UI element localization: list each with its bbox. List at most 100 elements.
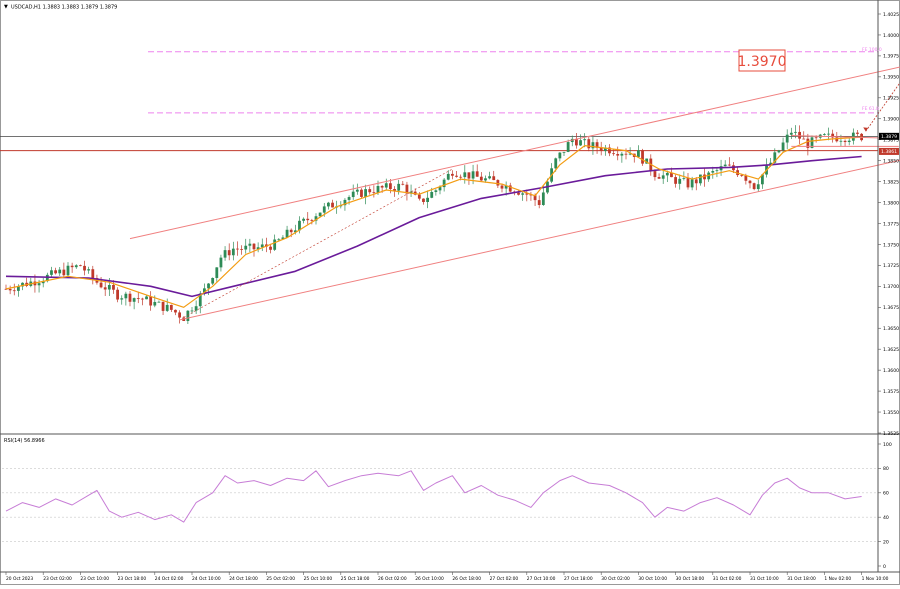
time-tick-label: 24 Oct 18:00: [229, 576, 258, 582]
time-tick-label: 26 Oct 10:00: [415, 576, 444, 582]
candle-body: [277, 239, 281, 241]
candle-body: [637, 150, 640, 157]
candle-body: [351, 191, 355, 198]
candle-body: [504, 185, 508, 189]
fib-618-label: FE 61.8: [862, 106, 879, 112]
time-tick-label: 1 Nov 10:00: [862, 576, 889, 582]
candle-body: [165, 304, 169, 311]
ma-slow-line: [5, 155, 862, 298]
channel-line: [791, 135, 883, 139]
candle-body: [496, 180, 500, 186]
candle-body: [124, 293, 128, 299]
price-tag-box: [879, 147, 899, 155]
price-tick-label: 1.3925: [883, 96, 899, 102]
candle-body: [599, 147, 603, 152]
price-tag-box: [879, 132, 899, 140]
candle-body: [537, 200, 541, 206]
candle-body: [430, 191, 434, 198]
price-tick-label: 1.4025: [883, 12, 899, 18]
rsi-title: RSI(14) 56.8966: [4, 438, 45, 444]
channel-line: [179, 159, 900, 321]
candle-body: [806, 138, 810, 148]
price-tick-label: 1.3725: [883, 263, 899, 269]
candle-body: [37, 283, 41, 286]
candle-body: [814, 137, 818, 139]
candle-body: [810, 137, 814, 148]
candle-body: [761, 174, 764, 185]
fib-100-label: FE 100.0: [862, 47, 882, 53]
candle-body: [190, 310, 194, 312]
rsi-tick-label: 0: [883, 564, 886, 570]
candle-body: [368, 189, 372, 193]
time-tick-label: 1 Nov 02:00: [824, 576, 851, 582]
candle-body: [66, 265, 70, 276]
candle-body: [422, 198, 425, 202]
candle-body: [260, 244, 264, 248]
candle-body: [70, 265, 74, 268]
candle-body: [661, 175, 665, 179]
candle-body: [318, 212, 322, 217]
candle-body: [248, 243, 252, 246]
rsi-tick-label: 20: [883, 539, 889, 545]
candle-body: [384, 183, 388, 188]
candle-body: [17, 286, 20, 291]
time-tick-label: 24 Oct 10:00: [192, 576, 221, 582]
candle-body: [4, 288, 8, 290]
candle-body: [678, 178, 682, 184]
time-tick-label: 27 Oct 02:00: [490, 576, 519, 582]
candle-body: [372, 192, 376, 194]
time-tick-label: 25 Oct 10:00: [304, 576, 333, 582]
candle-body: [744, 175, 748, 181]
candle-body: [674, 177, 677, 184]
candle-body: [595, 142, 599, 148]
candle-body: [236, 248, 239, 250]
candle-body: [364, 189, 367, 197]
rsi-tick-label: 40: [883, 515, 889, 521]
candle-body: [682, 178, 686, 179]
candle-body: [45, 274, 49, 282]
time-tick-label: 24 Oct 02:00: [155, 576, 184, 582]
rsi-tick-label: 60: [883, 491, 889, 497]
time-tick-label: 23 Oct 18:00: [118, 576, 147, 582]
candle-body: [479, 176, 483, 181]
candle-body: [471, 171, 475, 179]
swing-dotted-line: [183, 168, 453, 318]
time-tick-label: 30 Oct 18:00: [676, 576, 705, 582]
candle-body: [802, 138, 806, 140]
symbol-header: USDCAD,H1 1.3883 1.3883 1.3879 1.3879: [11, 5, 117, 11]
candle-body: [835, 137, 839, 142]
candle-body: [215, 267, 219, 278]
candle-body: [785, 134, 789, 143]
candle-body: [256, 247, 260, 250]
target-arrow-tail: [863, 127, 869, 132]
candle-body: [54, 270, 57, 274]
price-tick-label: 1.3825: [883, 179, 899, 185]
candle-body: [347, 197, 351, 200]
candle-body: [322, 206, 326, 213]
candle-body: [331, 202, 334, 208]
candle-body: [587, 139, 591, 149]
candle-body: [831, 133, 835, 138]
time-tick-label: 26 Oct 02:00: [378, 576, 407, 582]
candle-body: [393, 189, 396, 191]
candle-body: [281, 237, 285, 240]
candle-body: [579, 140, 582, 146]
candle-body: [690, 179, 694, 188]
candle-body: [752, 183, 756, 190]
candle-body: [252, 243, 256, 250]
candle-body: [508, 185, 512, 192]
candle-body: [198, 293, 202, 307]
candle-body: [756, 184, 760, 190]
price-tick-label: 1.3625: [883, 347, 899, 353]
target-label: 1.3970: [738, 54, 787, 70]
price-tick-label: 1.3750: [883, 242, 899, 248]
time-tick-label: 26 Oct 18:00: [452, 576, 481, 582]
candle-body: [653, 171, 657, 178]
candle-body: [107, 284, 111, 290]
ma-layer: [5, 136, 862, 308]
candle-body: [355, 189, 359, 192]
price-tag-label: 1.3861: [881, 149, 897, 155]
candle-body: [686, 178, 690, 188]
candle-body: [397, 183, 401, 191]
candle-body: [186, 310, 190, 322]
